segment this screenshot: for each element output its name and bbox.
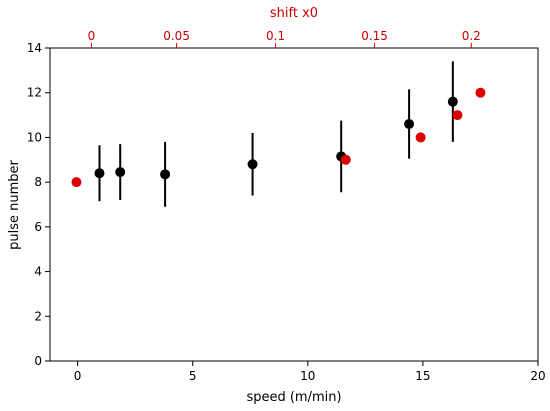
series-group — [71, 61, 486, 207]
data-point-series-1 — [94, 168, 105, 179]
data-point-series-2 — [340, 154, 351, 165]
plot-area — [49, 47, 539, 362]
data-point-series-2 — [475, 87, 486, 98]
y-tick-label: 6 — [34, 220, 42, 234]
top-axis-title: shift x0 — [270, 6, 318, 21]
x-axis-title: speed (m/min) — [246, 390, 341, 405]
y-tick-label: 2 — [34, 309, 42, 323]
top-tick-label: 0.1 — [266, 29, 285, 43]
data-point-series-1 — [447, 96, 458, 107]
y-axis-ticks: 0 2 4 6 8 10 12 14 — [27, 41, 50, 368]
x-tick-label: 20 — [530, 369, 545, 383]
y-tick-label: 0 — [34, 354, 42, 368]
data-point-series-1 — [160, 169, 171, 180]
x-axis-ticks: 0 5 10 15 20 — [74, 361, 546, 383]
top-axis-ticks: 0 0.05 0.1 0.15 0.2 — [88, 29, 481, 48]
y-tick-label: 12 — [27, 86, 42, 100]
data-point-series-1 — [115, 167, 126, 178]
data-point-series-2 — [452, 110, 463, 121]
x-tick-label: 15 — [415, 369, 430, 383]
x-tick-label: 10 — [300, 369, 315, 383]
x-tick-label: 0 — [74, 369, 82, 383]
y-tick-label: 14 — [27, 41, 42, 55]
y-axis-title: pulse number — [7, 159, 22, 249]
x-tick-label: 5 — [189, 369, 197, 383]
y-tick-label: 4 — [34, 265, 42, 279]
y-tick-label: 10 — [27, 130, 42, 144]
data-point-series-2 — [71, 177, 82, 188]
data-point-series-1 — [247, 159, 258, 170]
data-point-series-2 — [415, 132, 426, 143]
top-tick-label: 0.15 — [361, 29, 388, 43]
top-tick-label: 0 — [88, 29, 96, 43]
y-tick-label: 8 — [34, 175, 42, 189]
top-tick-label: 0.05 — [163, 29, 190, 43]
data-point-series-1 — [404, 119, 415, 130]
top-tick-label: 0.2 — [462, 29, 481, 43]
